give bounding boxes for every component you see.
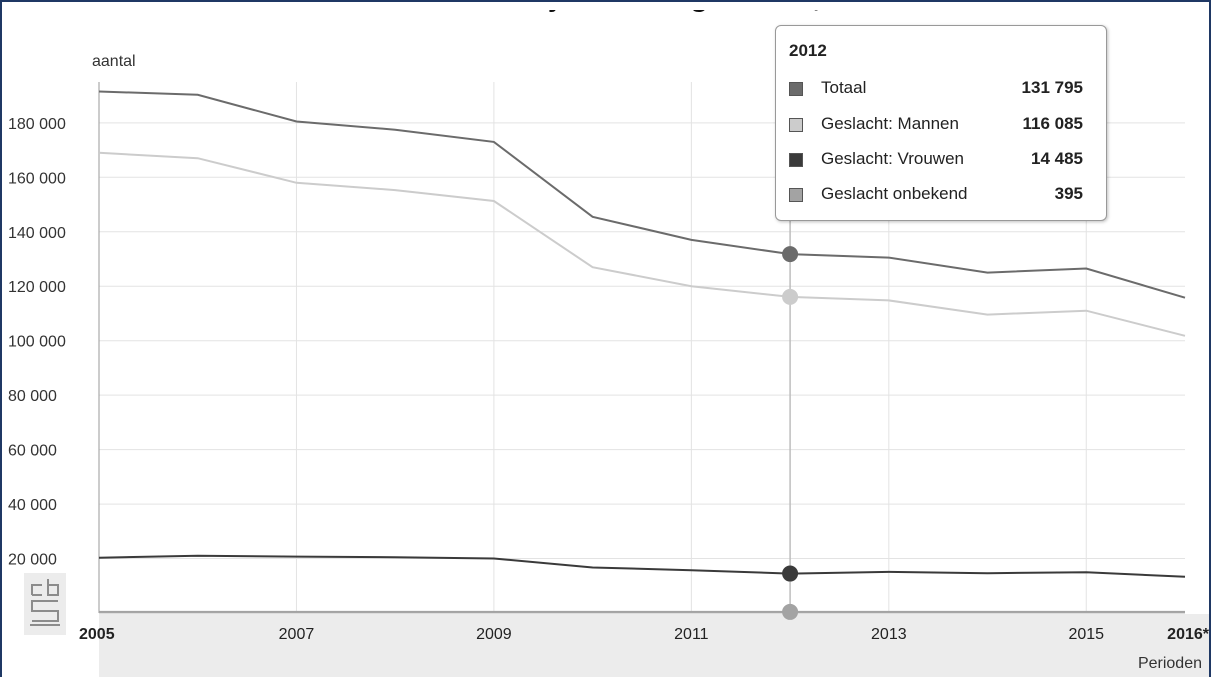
tooltip-row-mannen: Geslacht: Mannen 116 085 — [789, 113, 1095, 141]
tooltip-swatch — [789, 188, 803, 202]
tooltip-value: 116 085 — [1022, 114, 1083, 133]
tooltip-swatch — [789, 82, 803, 96]
cbs-logo-mark — [30, 579, 60, 626]
y-tick-label: 20 000 — [8, 552, 57, 569]
series-line — [98, 90, 1186, 299]
tooltip-year: 2012 — [789, 41, 827, 60]
x-axis-band — [99, 614, 1209, 677]
x-tick-label: 2015 — [1068, 626, 1104, 643]
highlight-markers — [782, 246, 799, 620]
highlight-marker — [782, 246, 799, 263]
series-line — [98, 554, 1186, 578]
series-lines — [98, 90, 1186, 613]
tick-labels: 20 000 40 000 60 000 80 000 100 000 120 000 14… — [8, 116, 1210, 643]
tooltip-label: Geslacht: Vrouwen — [821, 149, 964, 168]
highlight-marker — [782, 565, 799, 582]
x-tick-label: 2011 — [674, 626, 709, 643]
tooltip-label: Totaal — [821, 78, 867, 97]
y-tick-label: 60 000 — [8, 443, 57, 460]
y-tick-label: 160 000 — [8, 170, 66, 187]
y-tick-label: 140 000 — [8, 225, 66, 242]
cbs-logo — [24, 573, 66, 635]
x-tick-label: 2009 — [476, 626, 512, 643]
tooltip-label: Geslacht: Mannen — [821, 114, 959, 133]
x-axis-label: Perioden — [1138, 655, 1202, 672]
tooltip-row-vrouwen: Geslacht: Vrouwen 14 485 — [789, 148, 1095, 176]
y-tick-label: 180 000 — [8, 116, 66, 133]
tooltip-value: 131 795 — [1021, 78, 1083, 97]
x-tick-label: 2007 — [279, 626, 315, 643]
y-axis-label: aantal — [92, 53, 136, 70]
tooltip-row-onbekend: Geslacht onbekend 395 — [789, 183, 1095, 211]
y-tick-label: 100 000 — [8, 334, 66, 351]
tooltip-value: 14 485 — [1031, 149, 1083, 168]
title-mask — [2, 2, 1209, 10]
tooltip-swatch — [789, 153, 803, 167]
highlight-marker — [782, 603, 799, 620]
tooltip-row-totaal: Totaal 131 795 — [789, 77, 1095, 105]
y-tick-label: 120 000 — [8, 279, 66, 296]
tooltip-swatch — [789, 118, 803, 132]
x-tick-label: 2016* — [1167, 626, 1210, 643]
y-tick-label: 80 000 — [8, 388, 57, 405]
chart-tooltip: 2012 Totaal 131 795 Geslacht: Mannen 116… — [775, 25, 1107, 221]
series-line — [98, 151, 1186, 337]
tooltip-value: 395 — [1054, 184, 1083, 203]
x-tick-label: 2013 — [871, 626, 907, 643]
tooltip-label: Geslacht onbekend — [821, 184, 968, 203]
highlight-marker — [782, 288, 799, 305]
y-tick-label: 40 000 — [8, 497, 57, 514]
x-tick-label: 2005 — [79, 626, 115, 643]
